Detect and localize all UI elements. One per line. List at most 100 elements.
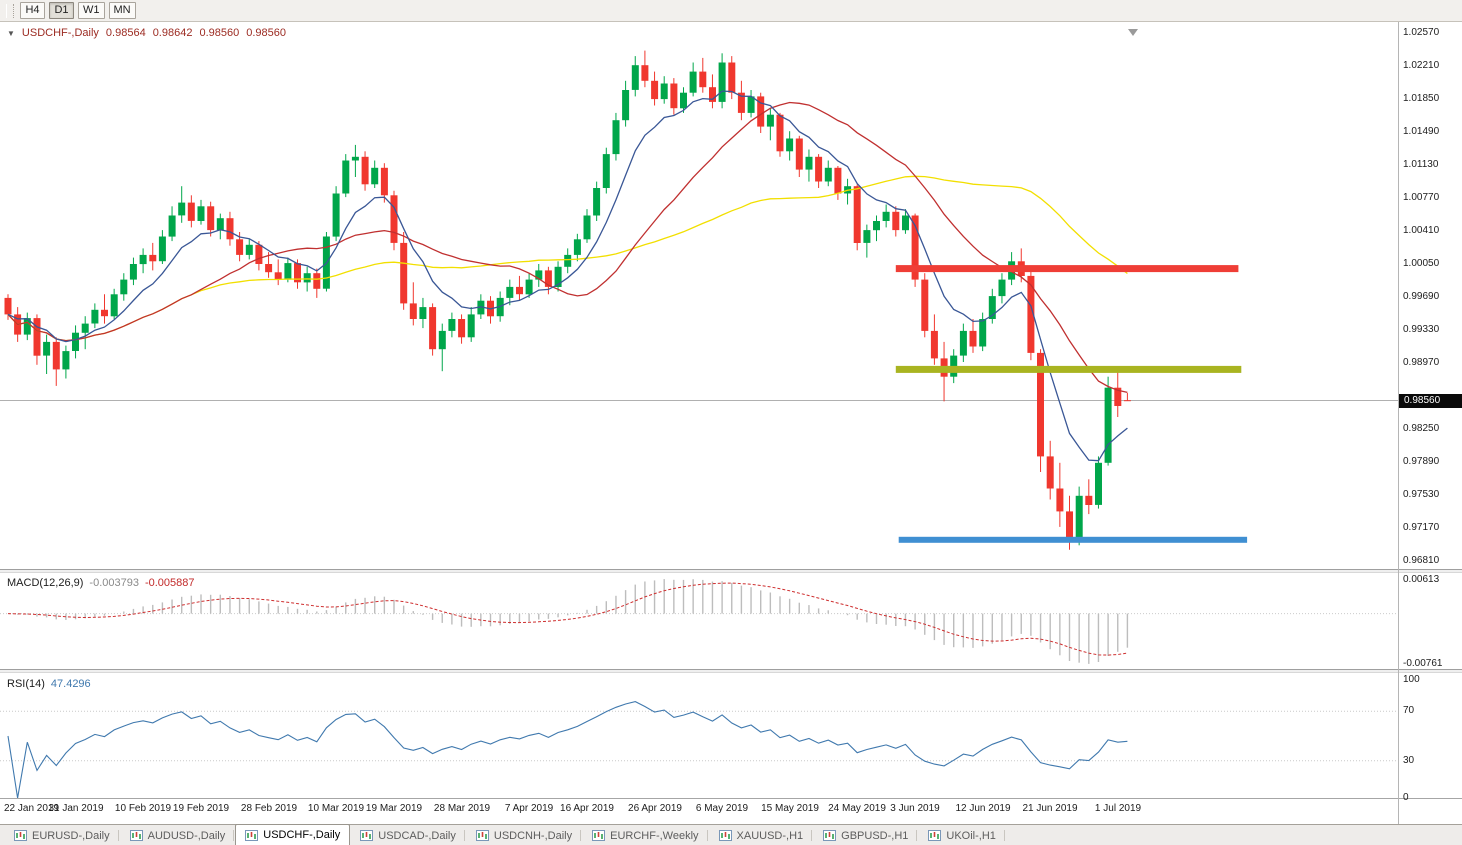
chart-tab-label: AUDUSD-,Daily	[147, 829, 226, 842]
candle-body	[882, 211, 890, 221]
candle-body	[274, 272, 282, 280]
candle-body	[1075, 495, 1083, 539]
chart-tab-audusd[interactable]: AUDUSD-,Daily	[120, 825, 236, 845]
timeframe-buttons: H4 D1 W1 MN	[20, 2, 136, 19]
candle-body	[1027, 275, 1035, 353]
candle-body	[1037, 352, 1044, 457]
candle-body	[110, 294, 118, 317]
candle-body	[1095, 462, 1102, 505]
candle-body	[525, 279, 533, 295]
chart-tab-usdcad[interactable]: USDCAD-,Daily	[350, 825, 466, 845]
candle-body	[62, 351, 70, 370]
candle-body	[361, 156, 369, 185]
mid-support-line[interactable]	[895, 365, 1242, 373]
candle-body	[303, 273, 311, 283]
candle-body	[477, 300, 485, 315]
candle-body	[226, 218, 234, 240]
candle-body	[988, 296, 996, 319]
candle-body	[178, 202, 186, 216]
candle-body	[91, 309, 99, 324]
chart-tab-usdchf[interactable]: USDCHF-,Daily	[235, 824, 351, 845]
timeframe-button-d1[interactable]: D1	[49, 2, 74, 19]
candle-body	[216, 218, 224, 231]
mini-chart-icon	[129, 830, 143, 841]
candle-body	[255, 244, 263, 264]
candle-body	[544, 270, 552, 287]
candle-body	[805, 156, 813, 170]
chart-tab-label: GBPUSD-,H1	[841, 829, 909, 842]
candle-body	[129, 264, 137, 280]
candle-body	[776, 114, 784, 152]
candle-body	[1085, 495, 1093, 505]
candle-body	[554, 266, 562, 287]
candle-body	[313, 273, 321, 289]
candle-body	[651, 80, 659, 100]
lower-support-line[interactable]	[898, 536, 1248, 543]
chart-tab-xauusd[interactable]: XAUUSD-,H1	[709, 825, 814, 845]
candle-body	[1046, 456, 1054, 489]
candle-body	[535, 270, 543, 280]
candle-body	[197, 206, 205, 221]
candle-body	[747, 96, 755, 113]
candle-body	[187, 202, 195, 221]
candle-body	[207, 206, 215, 231]
candle-body	[294, 263, 301, 283]
candle-body	[689, 71, 697, 93]
chart-tab-eurusd[interactable]: EURUSD-,Daily	[4, 825, 120, 845]
chart-tabs-bar: EURUSD-,Daily AUDUSD-,Daily USDCHF-,Daily U…	[0, 824, 1462, 845]
candle-body	[969, 330, 977, 347]
candle-body	[390, 195, 398, 243]
candle-body	[766, 114, 774, 127]
candle-body	[158, 236, 166, 262]
chart-tab-usdcnh[interactable]: USDCNH-,Daily	[466, 825, 582, 845]
chart-tab-label: UKOil-,H1	[946, 829, 996, 842]
candle-body	[718, 62, 726, 102]
candle-body	[873, 221, 880, 231]
candle-body	[429, 307, 437, 350]
candle-body	[709, 87, 716, 102]
chart-tab-label: XAUUSD-,H1	[736, 829, 804, 842]
candle-body	[81, 323, 89, 333]
mini-chart-icon	[245, 829, 259, 841]
chart-shift-marker[interactable]	[1128, 29, 1138, 36]
candle-body	[400, 242, 408, 304]
candle-body	[120, 279, 128, 295]
candle-body	[680, 92, 687, 109]
candle-body	[728, 62, 736, 93]
resistance-line[interactable]	[895, 265, 1239, 273]
candle-body	[265, 264, 273, 273]
candle-body	[1104, 387, 1112, 463]
candle-body	[757, 96, 765, 127]
candle-body	[660, 83, 668, 100]
candle-body	[23, 318, 31, 335]
candle-body	[921, 279, 929, 331]
candle-body	[448, 319, 456, 331]
candle-body	[583, 215, 591, 240]
mini-chart-icon	[475, 830, 489, 841]
timeframe-button-mn[interactable]: MN	[108, 2, 136, 19]
chart-tab-ukoil[interactable]: UKOil-,H1	[918, 825, 1006, 845]
timeframe-button-h4[interactable]: H4	[20, 2, 45, 19]
candle-body	[72, 332, 79, 351]
candle-body	[371, 167, 379, 185]
mini-chart-icon	[360, 830, 374, 841]
toolbar-grip[interactable]	[6, 3, 14, 18]
candle-body	[467, 314, 475, 338]
candle-body	[409, 303, 417, 319]
candle-body	[602, 154, 610, 188]
candle-body	[351, 156, 359, 161]
chart-tab-label: USDCNH-,Daily	[493, 829, 573, 842]
candle-body	[380, 167, 388, 196]
candle-body	[593, 188, 601, 216]
candle-body	[419, 307, 427, 319]
timeframe-button-w1[interactable]: W1	[78, 2, 105, 19]
candle-body	[4, 297, 12, 315]
timeframe-toolbar: H4 D1 W1 MN	[0, 0, 1462, 22]
chart-tab-gbpusd[interactable]: GBPUSD-,H1	[813, 825, 918, 845]
candle-body	[332, 193, 340, 237]
candle-body	[438, 330, 446, 350]
chart-tab-eurchf[interactable]: EURCHF-,Weekly	[582, 825, 708, 845]
candle-body	[516, 286, 523, 295]
